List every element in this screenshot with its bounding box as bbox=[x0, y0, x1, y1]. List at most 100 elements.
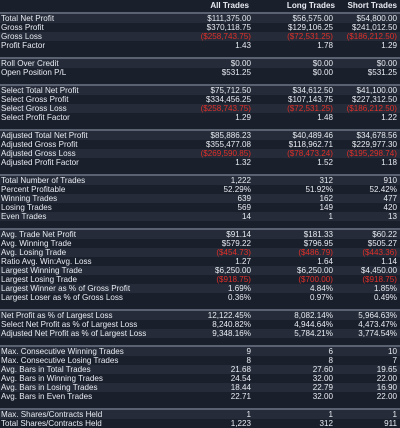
value-long-trades: 51.92% bbox=[305, 185, 333, 194]
row-label: Max. Consecutive Winning Trades bbox=[1, 347, 124, 356]
table-row: Max. Consecutive Winning Trades 9 6 10 bbox=[0, 347, 400, 356]
row-label: Open Position P/L bbox=[1, 68, 67, 77]
value-long-trades: 1.64 bbox=[317, 257, 333, 266]
value-all-trades: 569 bbox=[237, 203, 251, 212]
value-short-trades: 1.22 bbox=[381, 113, 397, 122]
value-short-trades: $505.27 bbox=[367, 239, 397, 248]
table-row: Total Net Profit $111,375.00 $56,575.00 $54… bbox=[0, 14, 400, 23]
value-short-trades: $60.22 bbox=[372, 230, 397, 239]
value-all-trades: 639 bbox=[237, 194, 251, 203]
value-long-trades: $40,489.46 bbox=[292, 131, 333, 140]
section-gap bbox=[0, 122, 400, 129]
value-long-trades: $0.00 bbox=[312, 59, 333, 68]
value-long-trades: 4.84% bbox=[310, 284, 333, 293]
row-label: Avg. Losing Trade bbox=[1, 248, 67, 257]
table-row: Profit Factor 1.43 1.78 1.29 bbox=[0, 41, 400, 50]
table-row: Adjusted Total Net Profit $85,886.23 $40,4… bbox=[0, 131, 400, 140]
row-label: Max. Shares/Contracts Held bbox=[1, 410, 103, 419]
section-gap bbox=[0, 221, 400, 228]
row-label: Even Trades bbox=[1, 212, 47, 221]
value-all-trades: 9,348.16% bbox=[212, 329, 251, 338]
value-short-trades: 1 bbox=[392, 410, 397, 419]
value-long-trades: $181.33 bbox=[303, 230, 333, 239]
value-all-trades: $91.14 bbox=[226, 230, 251, 239]
value-all-trades: 8,240.82% bbox=[212, 320, 251, 329]
row-label: Adjusted Gross Profit bbox=[1, 140, 78, 149]
value-long-trades: ($700.00) bbox=[298, 275, 333, 284]
table-row: Largest Winning Trade $6,250.00 $6,250.00 $… bbox=[0, 266, 400, 275]
table-row: Adjusted Profit Factor 1.32 1.52 1.18 bbox=[0, 158, 400, 167]
table-row: Avg. Bars in Winning Trades 24.54 32.00 22.… bbox=[0, 374, 400, 383]
value-all-trades: 8 bbox=[246, 356, 251, 365]
row-label: Total Number of Trades bbox=[1, 176, 86, 185]
value-short-trades: 420 bbox=[383, 203, 397, 212]
table-row: Ratio Avg. Win:Avg. Loss 1.27 1.64 1.14 bbox=[0, 257, 400, 266]
value-all-trades: 52.29% bbox=[223, 185, 251, 194]
row-label: Profit Factor bbox=[1, 41, 46, 50]
value-long-trades: $56,575.00 bbox=[292, 14, 333, 23]
value-short-trades: $227,312.50 bbox=[351, 95, 397, 104]
value-short-trades: 4,473.47% bbox=[358, 320, 397, 329]
row-label: Winning Trades bbox=[1, 194, 58, 203]
value-short-trades: 52.42% bbox=[369, 185, 397, 194]
value-long-trades: 1.78 bbox=[317, 41, 333, 50]
value-all-trades: 12,122.45% bbox=[207, 311, 251, 320]
row-label: Losing Trades bbox=[1, 203, 52, 212]
value-all-trades: 22.71 bbox=[230, 392, 251, 401]
value-short-trades: $34,678.56 bbox=[356, 131, 397, 140]
row-label: Adjusted Gross Loss bbox=[1, 149, 76, 158]
value-all-trades: 1.43 bbox=[235, 41, 251, 50]
value-long-trades: $118,962.71 bbox=[288, 140, 333, 149]
table-row: Largest Losing Trade ($918.75) ($700.00) ($… bbox=[0, 275, 400, 284]
value-all-trades: 24.54 bbox=[230, 374, 251, 383]
table-row: Losing Trades 569 149 420 bbox=[0, 203, 400, 212]
row-label: Largest Winning Trade bbox=[1, 266, 83, 275]
table-row: Max. Shares/Contracts Held 1 1 1 bbox=[0, 410, 400, 419]
value-all-trades: 21.68 bbox=[230, 365, 251, 374]
value-short-trades: 910 bbox=[383, 176, 397, 185]
section-divider bbox=[0, 12, 400, 14]
value-short-trades: ($186,212.50) bbox=[346, 104, 397, 113]
header-all-trades: All Trades bbox=[210, 1, 249, 10]
value-long-trades: 6 bbox=[328, 347, 333, 356]
row-label: Total Net Profit bbox=[1, 14, 55, 23]
value-short-trades: ($195,298.74) bbox=[346, 149, 397, 158]
value-long-trades: 1.52 bbox=[317, 158, 333, 167]
value-short-trades: $4,450.00 bbox=[360, 266, 397, 275]
value-all-trades: $0.00 bbox=[230, 59, 251, 68]
table-row: Open Position P/L $531.25 $0.00 $531.25 bbox=[0, 68, 400, 77]
table-row: Roll Over Credit $0.00 $0.00 $0.00 bbox=[0, 59, 400, 68]
value-short-trades: 477 bbox=[383, 194, 397, 203]
value-long-trades: $0.00 bbox=[312, 68, 333, 77]
value-long-trades: 312 bbox=[319, 176, 333, 185]
value-short-trades: 7 bbox=[392, 356, 397, 365]
table-row: Adjusted Gross Profit $355,477.08 $118,962… bbox=[0, 140, 400, 149]
value-long-trades: 1 bbox=[328, 212, 333, 221]
row-label: Select Gross Profit bbox=[1, 95, 69, 104]
value-long-trades: $796.95 bbox=[303, 239, 333, 248]
value-short-trades: $229,977.30 bbox=[351, 140, 397, 149]
value-short-trades: 22.00 bbox=[376, 392, 397, 401]
row-label: Avg. Bars in Total Trades bbox=[1, 365, 91, 374]
value-long-trades: $129,106.25 bbox=[287, 23, 333, 32]
table-row: Avg. Trade Net Profit $91.14 $181.33 $60.22 bbox=[0, 230, 400, 239]
value-all-trades: $355,477.08 bbox=[205, 140, 251, 149]
row-label: Ratio Avg. Win:Avg. Loss bbox=[1, 257, 92, 266]
value-all-trades: 14 bbox=[241, 212, 251, 221]
value-short-trades: 10 bbox=[387, 347, 397, 356]
value-all-trades: 18.44 bbox=[230, 383, 251, 392]
table-row: Largest Loser as % of Gross Loss 0.36% 0.9… bbox=[0, 293, 400, 302]
value-long-trades: ($486.79) bbox=[298, 248, 333, 257]
value-all-trades: 9 bbox=[246, 347, 251, 356]
table-row: Adjusted Net Profit as % of Largest Loss… bbox=[0, 329, 400, 338]
value-long-trades: $34,612.50 bbox=[292, 86, 333, 95]
row-label: Adjusted Profit Factor bbox=[1, 158, 79, 167]
value-long-trades: 0.97% bbox=[310, 293, 333, 302]
value-all-trades: ($258,743.75) bbox=[200, 32, 251, 41]
section-gap bbox=[0, 401, 400, 408]
value-short-trades: $54,800.00 bbox=[356, 14, 397, 23]
value-long-trades: 1.48 bbox=[317, 113, 333, 122]
section-divider bbox=[0, 408, 400, 410]
value-short-trades: 13 bbox=[387, 212, 397, 221]
value-short-trades: 5,964.63% bbox=[358, 311, 397, 320]
